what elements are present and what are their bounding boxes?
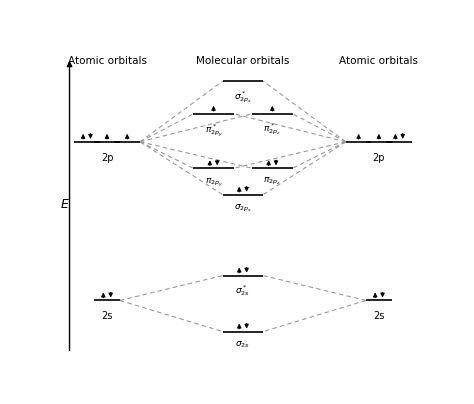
Text: $\pi_{2p_z}$: $\pi_{2p_z}$	[264, 176, 281, 187]
Text: $\sigma^*_{2s}$: $\sigma^*_{2s}$	[236, 283, 250, 298]
Text: Atomic orbitals: Atomic orbitals	[339, 56, 419, 66]
Text: $\pi_{2p_y}$: $\pi_{2p_y}$	[204, 176, 223, 189]
Text: 2p: 2p	[373, 153, 385, 163]
Text: $\pi^*_{2p_z}$: $\pi^*_{2p_z}$	[264, 122, 281, 137]
Text: 2p: 2p	[101, 153, 113, 163]
Text: Molecular orbitals: Molecular orbitals	[196, 56, 290, 66]
Text: Atomic orbitals: Atomic orbitals	[67, 56, 146, 66]
Text: 2s: 2s	[101, 311, 113, 321]
Text: E: E	[61, 198, 68, 210]
Text: $\sigma_{2s}$: $\sigma_{2s}$	[236, 339, 250, 350]
Text: $\sigma^*_{2p_x}$: $\sigma^*_{2p_x}$	[234, 89, 252, 105]
Text: $\sigma_{2p_x}$: $\sigma_{2p_x}$	[234, 202, 252, 214]
Text: 2s: 2s	[373, 311, 384, 321]
Text: $\pi^*_{2p_y}$: $\pi^*_{2p_y}$	[204, 122, 223, 139]
